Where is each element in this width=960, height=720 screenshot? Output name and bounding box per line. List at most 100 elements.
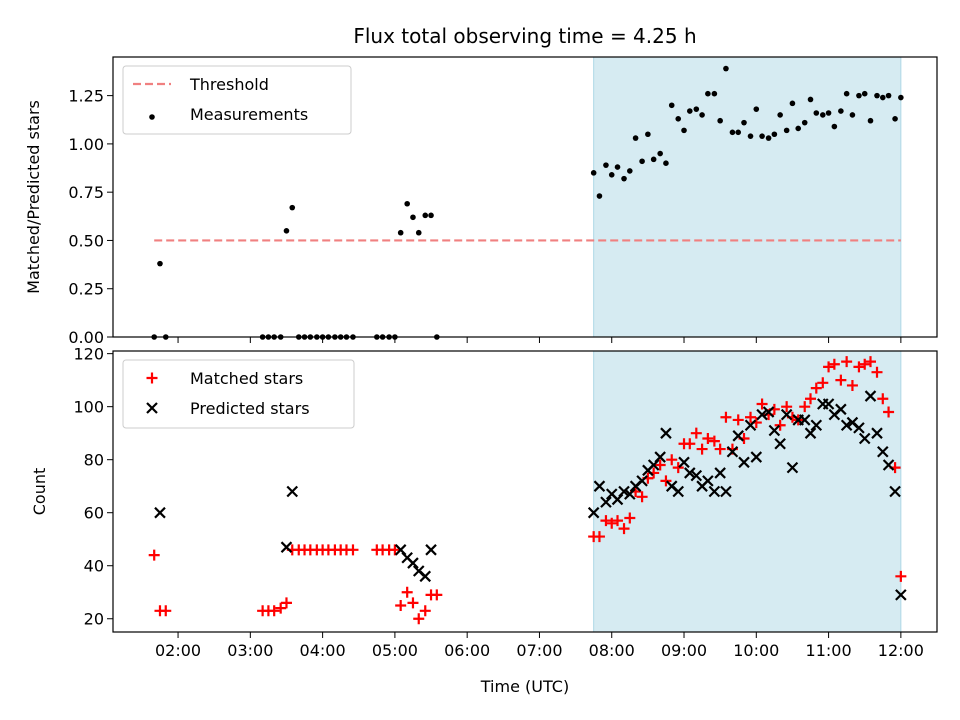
top-panel: 0.00 0.25 0.50 0.75 1.00 1.25 Matched/Predicte… (24, 56, 938, 347)
predicted-star-point (762, 406, 775, 418)
matched-star-point (895, 570, 907, 582)
measurement-point (627, 168, 633, 174)
matched-star-point (636, 491, 648, 503)
predicted-star-point (858, 432, 871, 445)
matched-star-point (781, 401, 793, 413)
matched-star-point (883, 406, 895, 418)
predicted-star-point (877, 445, 889, 458)
matched-star-point (810, 382, 822, 394)
chart-title: Flux total observing time = 4.25 h (353, 24, 696, 48)
measurement-point (621, 175, 627, 182)
predicted-star-point (600, 496, 612, 508)
predicted-star-point (714, 467, 726, 479)
matched-star-point (660, 475, 672, 487)
predicted-star-point (768, 424, 781, 437)
measurement-point (735, 129, 742, 136)
measurement-point (711, 90, 718, 97)
bottom-axes-frame (112, 350, 938, 633)
predicted-star-point (678, 456, 690, 469)
measurement-point (885, 92, 892, 99)
measurement-point (705, 90, 711, 97)
measurement-point (856, 92, 862, 99)
predicted-star-point (672, 485, 685, 498)
measurement-point (741, 119, 747, 126)
top-axes-frame (112, 56, 938, 338)
matched-star-point (774, 419, 786, 431)
matched-star-point (877, 393, 889, 405)
matched-star-point (835, 374, 847, 386)
predicted-star-point (780, 408, 793, 421)
predicted-star-point (871, 427, 883, 439)
matched-star-point (708, 435, 720, 447)
matched-star-point (672, 462, 684, 474)
measurement-point (777, 112, 783, 118)
matched-star-point (859, 358, 871, 370)
matched-star-point (690, 427, 702, 439)
measurement-point (675, 115, 682, 122)
matched-star-point (702, 432, 714, 444)
top-highlight-span (593, 56, 902, 338)
top-y-tick-label: 0.00 (68, 328, 104, 347)
matched-star-point (828, 358, 840, 370)
measurement-point (283, 227, 290, 234)
matched-star-point (347, 544, 359, 556)
measurement-point (650, 156, 657, 163)
predicted-star-point (419, 570, 432, 583)
measurement-point (428, 212, 434, 219)
matched-star-point (395, 599, 407, 611)
legend-predicted-swatch (146, 402, 158, 414)
predicted-star-point (702, 475, 714, 487)
measurement-point (632, 135, 639, 141)
matched-star-point (612, 515, 624, 527)
matched-star-point (654, 459, 666, 471)
matched-star-point (419, 605, 431, 617)
bottom-y-tick-label: 80 (84, 451, 104, 470)
matched-star-point (600, 515, 612, 527)
measurement-point (807, 96, 814, 103)
matched-star-point (871, 366, 883, 378)
matched-star-point (684, 438, 696, 450)
x-tick-label: 12:00 (878, 641, 924, 660)
measurement-point (874, 92, 880, 99)
predicted-star-point (786, 461, 799, 474)
predicted-star-point (744, 419, 757, 432)
top-y-axis-label: Matched/Predicted stars (24, 100, 43, 294)
matched-star-point (268, 605, 280, 617)
x-tick-label: 02:00 (155, 641, 201, 660)
matched-star-point (275, 602, 287, 614)
matched-star-point (606, 517, 618, 529)
measurement-point (759, 133, 765, 139)
measurement-point (783, 127, 790, 134)
top-y-tick-label: 1.00 (68, 135, 104, 154)
predicted-star-point (840, 419, 853, 432)
matched-star-point (841, 356, 853, 368)
measurement-point (410, 214, 416, 221)
matched-star-point (624, 512, 636, 524)
measurement-point (813, 110, 820, 116)
matched-star-point (389, 544, 401, 556)
predicted-star-point (660, 427, 672, 439)
matched-star-point (732, 414, 744, 426)
predicted-star-point (804, 427, 817, 439)
matched-star-point (431, 589, 443, 601)
matched-star-point (853, 361, 865, 373)
matched-star-point (148, 549, 160, 561)
predicted-star-point (587, 506, 600, 519)
predicted-star-point (593, 480, 606, 492)
measurement-point (771, 131, 778, 138)
bottom-legend: Matched stars Predicted stars (122, 359, 355, 429)
bottom-y-tick-label: 40 (84, 557, 104, 576)
predicted-star-point (853, 422, 865, 434)
matched-star-point (666, 454, 678, 466)
measurement-point (687, 108, 693, 114)
matched-star-point (280, 597, 292, 609)
predicted-star-point (732, 430, 745, 442)
measurement-point (668, 102, 675, 109)
measurement-point (892, 115, 898, 122)
x-tick-label: 03:00 (227, 641, 273, 660)
predicted-star-point (654, 451, 666, 463)
measurement-point (789, 100, 796, 107)
bottom-y-tick-label: 60 (84, 504, 104, 523)
measurement-point (663, 160, 669, 167)
matched-star-point (401, 586, 413, 598)
